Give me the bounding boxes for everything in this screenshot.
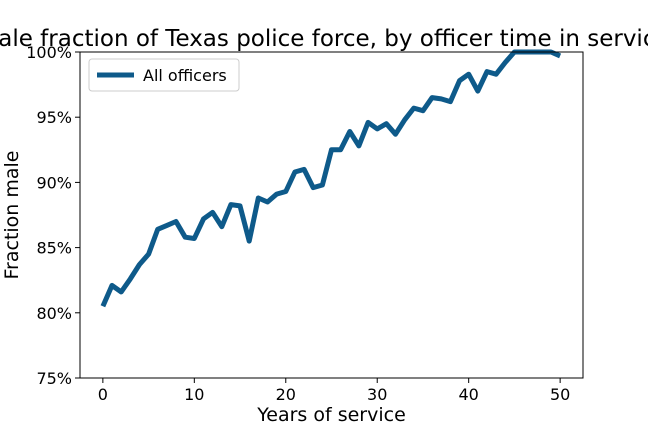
legend-label: All officers <box>143 66 227 85</box>
x-tick-label: 10 <box>184 385 204 404</box>
x-tick-label: 0 <box>98 385 108 404</box>
x-tick-label: 40 <box>459 385 479 404</box>
y-tick-label: 80% <box>36 304 72 323</box>
legend: All officers <box>88 58 240 92</box>
legend-box <box>88 58 240 92</box>
chart-title: Male fraction of Texas police force, by … <box>0 26 648 52</box>
axis-ticks: 0 10 20 30 40 50 75% 80% 85% 90% 95% 100% <box>26 43 570 404</box>
y-axis-label: Fraction male <box>1 150 23 279</box>
series-line-all-officers <box>100 49 562 308</box>
x-tick-label: 20 <box>276 385 296 404</box>
x-tick-label: 30 <box>367 385 387 404</box>
plot-area <box>80 52 583 378</box>
series-group <box>100 49 562 308</box>
y-tick-label: 95% <box>36 108 72 127</box>
x-axis-label: Years of service <box>256 404 406 426</box>
y-tick-label: 100% <box>26 43 72 62</box>
y-tick-label: 75% <box>36 369 72 388</box>
y-tick-label: 90% <box>36 173 72 192</box>
x-tick-label: 50 <box>550 385 570 404</box>
plot-frame <box>79 51 584 379</box>
y-tick-label: 85% <box>36 239 72 258</box>
